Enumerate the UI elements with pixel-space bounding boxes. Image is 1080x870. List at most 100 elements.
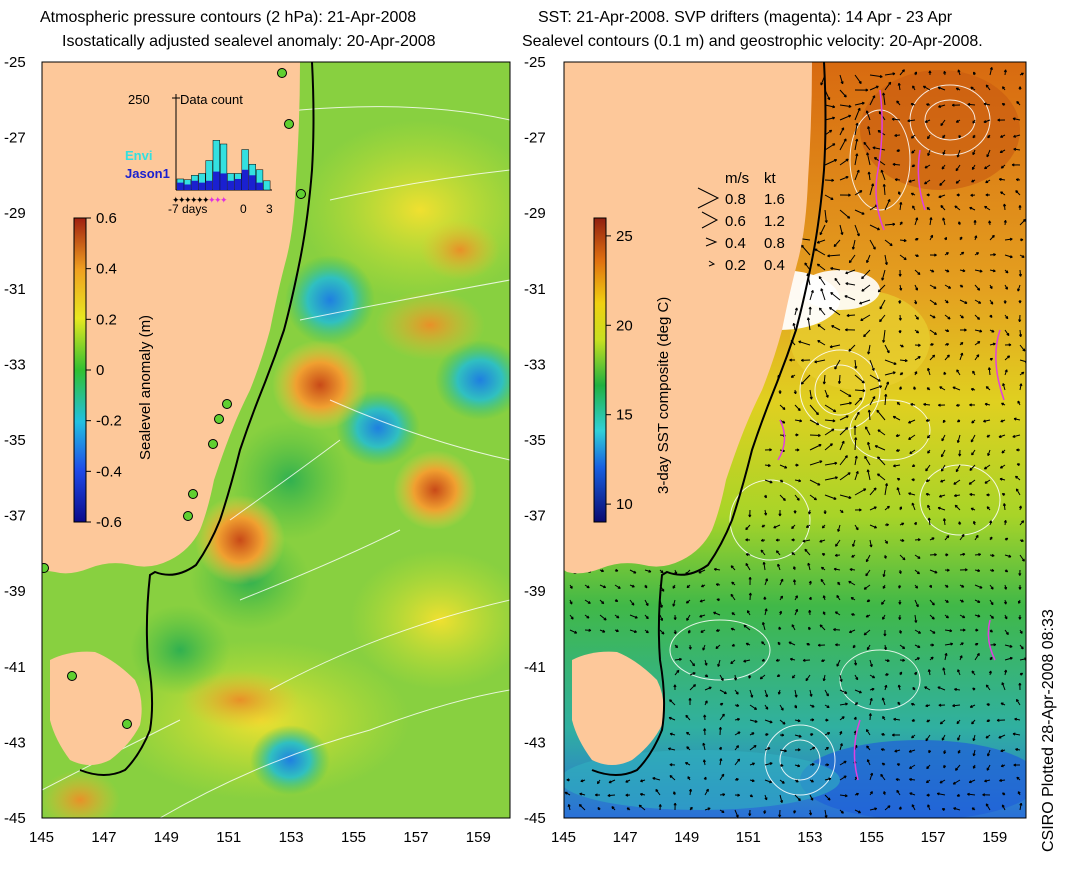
- velocity-row-1-ms: 0.8: [725, 191, 746, 208]
- velocity-row-2-kt: 1.2: [764, 213, 785, 230]
- right-title-line1: SST: 21-Apr-2008. SVP drifters (magenta)…: [538, 9, 953, 26]
- inset-xtick-3: 3: [266, 202, 273, 216]
- sst-colorbar-tick: 20: [616, 317, 633, 334]
- sst-colorbar-tick: 10: [616, 496, 633, 513]
- sla-colorbar-tick: -0.4: [96, 463, 122, 480]
- left-lon-tick: 151: [216, 829, 241, 846]
- left-map: [42, 62, 510, 818]
- left-title-line1: Atmospheric pressure contours (2 hPa): 2…: [40, 9, 417, 26]
- right-lat-tick: -45: [524, 810, 546, 827]
- right-land-mainland: [564, 62, 812, 574]
- inset-tick-mark: ✦: [172, 195, 180, 205]
- left-map-frame: [41, 61, 511, 819]
- right-map: [564, 62, 1026, 818]
- sla-colorbar: 0.6 0.4 0.2 0 -0.2 -0.4 -0.6 Sealevel anomaly …: [73, 210, 154, 531]
- left-lat-tick: -25: [4, 54, 26, 71]
- right-lon-tick: 159: [982, 829, 1007, 846]
- inset-bar-jason1: [177, 182, 184, 190]
- sla-colorbar-tick: 0.4: [96, 261, 117, 278]
- left-lat-tick: -41: [4, 659, 26, 676]
- inset-bar-jason1: [241, 169, 249, 190]
- velocity-legend-kt-header: kt: [764, 170, 777, 187]
- left-lon-tick: 159: [466, 829, 491, 846]
- inset-bars: ✦✦✦✦✦✦✦✦✦: [172, 140, 271, 205]
- right-lon-tick: 145: [551, 829, 576, 846]
- inset-bar-jason1: [205, 180, 213, 190]
- right-lon-tick: 149: [674, 829, 699, 846]
- inset-legend-envi: Envi: [125, 148, 152, 163]
- tide-gauge-markers: [42, 68, 306, 729]
- velocity-row-3-ms: 0.4: [725, 235, 746, 252]
- inset-tick-mark: ✦: [208, 195, 216, 205]
- left-lat-tick: -31: [4, 281, 26, 298]
- inset-tick-mark: ✦: [220, 195, 228, 205]
- inset-bar-envi: [263, 180, 271, 191]
- left-lon-tick: 157: [403, 829, 428, 846]
- right-lat-tick: -27: [524, 130, 546, 147]
- inset-xtick-minus7: -7: [168, 202, 179, 216]
- left-lon-tick: 153: [279, 829, 304, 846]
- right-lat-tick: -33: [524, 356, 546, 373]
- left-lat-tick: -33: [4, 356, 26, 373]
- velocity-row-2-ms: 0.6: [725, 213, 746, 230]
- inset-bar-jason1: [227, 180, 235, 190]
- inset-bar-jason1: [198, 182, 206, 190]
- inset-bar-jason1: [213, 171, 220, 190]
- credit-label: CSIRO Plotted 28-Apr-2008 08:33: [1040, 609, 1057, 852]
- inset-y-label: 250: [128, 92, 150, 107]
- inset-tick-mark: ✦: [184, 195, 192, 205]
- left-lat-tick: -45: [4, 810, 26, 827]
- inset-tick-mark: ✦: [214, 195, 222, 205]
- velocity-row-1-kt: 1.6: [764, 191, 785, 208]
- right-shelf-line: [591, 62, 827, 776]
- right-lon-tick: 155: [859, 829, 884, 846]
- right-lon-tick: 147: [613, 829, 638, 846]
- sla-colorbar-label: Sealevel anomaly (m): [137, 315, 154, 460]
- left-lat-tick: -43: [4, 734, 26, 751]
- inset-data-count: 250 Data count ✦✦✦✦✦✦✦✦✦ Envi Jason1 -7 …: [125, 92, 273, 216]
- left-title-line2: Isostatically adjusted sealevel anomaly:…: [62, 33, 436, 50]
- inset-title: Data count: [180, 92, 243, 107]
- right-lon-tick: 153: [797, 829, 822, 846]
- inset-bar-jason1: [191, 180, 199, 190]
- right-lat-tick: -31: [524, 281, 546, 298]
- sla-colorbar-tick: 0: [96, 362, 104, 379]
- right-lat-tick: -41: [524, 659, 546, 676]
- left-lon-tick: 155: [341, 829, 366, 846]
- inset-tick-mark: ✦: [196, 195, 204, 205]
- right-lat-tick: -35: [524, 432, 546, 449]
- inset-xtick-0: 0: [240, 202, 247, 216]
- left-lat-tick: -27: [4, 130, 26, 147]
- right-lon-tick: 157: [921, 829, 946, 846]
- sla-colorbar-tick: 0.2: [96, 311, 117, 328]
- svp-drifter-tracks: [777, 89, 1005, 781]
- inset-bar-jason1: [234, 178, 242, 190]
- inset-tick-mark: ✦: [190, 195, 198, 205]
- right-lat-tick: -43: [524, 734, 546, 751]
- right-title-line2: Sealevel contours (0.1 m) and geostrophi…: [522, 33, 983, 50]
- right-land-tasmania: [572, 651, 664, 765]
- sst-colorbar-tick: 15: [616, 407, 633, 424]
- right-lat-tick: -37: [524, 508, 546, 525]
- sst-colorbar-tick: 25: [616, 228, 633, 245]
- inset-tick-mark: ✦: [202, 195, 210, 205]
- velocity-row-3-kt: 0.8: [764, 235, 785, 252]
- left-lon-tick: 149: [154, 829, 179, 846]
- left-lon-tick: 145: [29, 829, 54, 846]
- sla-colorbar-tick: -0.6: [96, 514, 122, 531]
- sst-colorbar-label: 3-day SST composite (deg C): [655, 297, 672, 494]
- left-lat-tick: -37: [4, 508, 26, 525]
- right-lat-tick: -29: [524, 205, 546, 222]
- left-lat-tick: -35: [4, 432, 26, 449]
- sla-colorbar-tick: 0.6: [96, 210, 117, 227]
- inset-bar-jason1: [220, 173, 227, 190]
- geostrophic-velocity-vectors: [564, 67, 1026, 818]
- velocity-row-4-ms: 0.2: [725, 257, 746, 274]
- velocity-legend: m/s kt 0.8 1.6 0.6 1.2 0.4 0.8 0.2 0.4: [697, 170, 785, 274]
- inset-xtick-days: days: [182, 202, 207, 216]
- inset-legend-jason1: Jason1: [125, 166, 170, 181]
- left-lat-tick: -29: [4, 205, 26, 222]
- right-lon-tick: 151: [736, 829, 761, 846]
- left-shelf-line: [79, 62, 315, 776]
